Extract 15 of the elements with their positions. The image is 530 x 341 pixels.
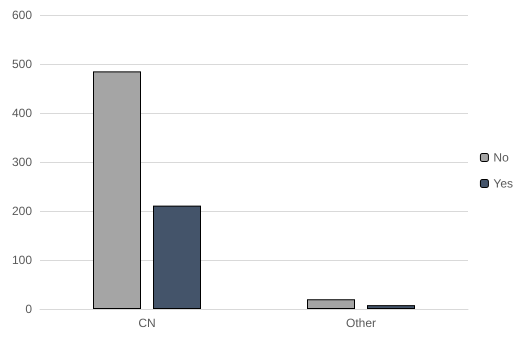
- bar: [93, 71, 141, 309]
- y-tick-label: 100: [12, 253, 32, 267]
- y-tick-label: 400: [12, 106, 32, 120]
- bar: [367, 305, 415, 309]
- y-tick-label: 300: [12, 155, 32, 169]
- y-tick-label: 200: [12, 204, 32, 218]
- legend-label: Yes: [493, 176, 513, 190]
- legend-label: No: [493, 150, 510, 164]
- x-tick-label: Other: [346, 316, 376, 330]
- x-tick-label: CN: [138, 316, 156, 330]
- y-tick-label: 500: [12, 57, 32, 71]
- bar: [307, 299, 355, 309]
- y-tick-label: 600: [12, 8, 32, 22]
- bar: [153, 206, 201, 309]
- y-tick-label: 0: [25, 302, 32, 316]
